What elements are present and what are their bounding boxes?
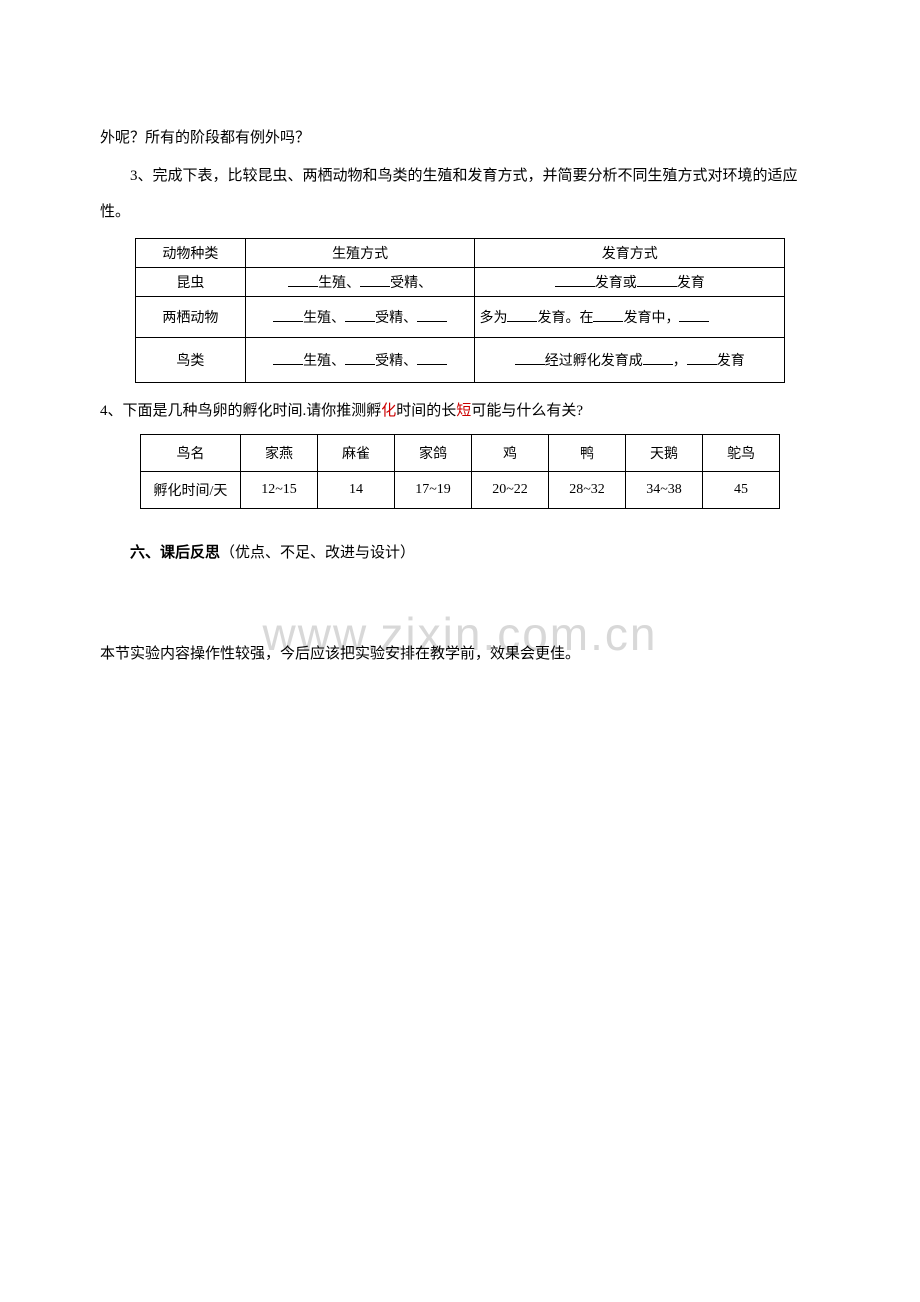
cell-text: 受精、 [375, 311, 417, 326]
blank-fill [593, 308, 623, 322]
table-header-cell: 天鹅 [626, 435, 703, 472]
section-normal: （优点、不足、改进与设计） [220, 545, 415, 561]
table-header-cell: 家燕 [241, 435, 318, 472]
blank-fill [273, 351, 303, 365]
blank-fill [687, 351, 717, 365]
table-header-cell: 鸟名 [141, 435, 241, 472]
red-marked-char: 化 [381, 403, 396, 419]
blank-fill [515, 351, 545, 365]
table-cell: 鸟类 [136, 338, 246, 383]
blank-fill [345, 351, 375, 365]
table-cell: 昆虫 [136, 268, 246, 297]
table-cell: 经过孵化发育成 ， 发育 [475, 338, 785, 383]
table-cell: 发育或 发育 [475, 268, 785, 297]
table-cell: 17~19 [395, 472, 472, 509]
paragraph-1: 外呢？所有的阶段都有例外吗？ [100, 120, 820, 156]
table-cell: 20~22 [472, 472, 549, 509]
table-header-cell: 动物种类 [136, 239, 246, 268]
blank-fill [288, 273, 318, 287]
cell-text: 发育 [717, 354, 745, 369]
blank-fill [555, 273, 595, 287]
section-bold: 六、课后反思 [130, 545, 220, 561]
table-cell: 34~38 [626, 472, 703, 509]
table-header-cell: 家鸽 [395, 435, 472, 472]
table-cell: 12~15 [241, 472, 318, 509]
cell-text: 受精、 [390, 276, 432, 291]
table-header-cell: 鸵鸟 [703, 435, 780, 472]
table-cell: 生殖、 受精、 [245, 268, 475, 297]
document-content: 外呢？所有的阶段都有例外吗？ 3、完成下表，比较昆虫、两栖动物和鸟类的生殖和发育… [100, 120, 820, 671]
table-header-cell: 鸭 [549, 435, 626, 472]
blank-fill [643, 351, 673, 365]
table-cell: 两栖动物 [136, 297, 246, 338]
red-marked-char: 短 [456, 403, 471, 419]
table-header-cell: 发育方式 [475, 239, 785, 268]
cell-text: 多为 [479, 311, 507, 326]
blank-fill [273, 308, 303, 322]
table-header-cell: 生殖方式 [245, 239, 475, 268]
q4-text-part: 可能与什么有关? [471, 403, 583, 419]
table-cell: 28~32 [549, 472, 626, 509]
cell-text: 生殖、 [303, 354, 345, 369]
blank-fill [417, 351, 447, 365]
table-cell: 生殖、 受精、 [245, 297, 475, 338]
cell-text: 发育 [677, 276, 705, 291]
incubation-table: 鸟名 家燕 麻雀 家鸽 鸡 鸭 天鹅 鸵鸟 孵化时间/天 12~15 14 17… [140, 434, 780, 509]
cell-text: ， [673, 354, 687, 369]
question-4: 4、下面是几种鸟卵的孵化时间.请你推测孵化时间的长短可能与什么有关? [100, 395, 820, 428]
table-row: 孵化时间/天 12~15 14 17~19 20~22 28~32 34~38 … [141, 472, 780, 509]
section-6-title: 六、课后反思（优点、不足、改进与设计） [100, 537, 820, 570]
table-row: 动物种类 生殖方式 发育方式 [136, 239, 785, 268]
blank-fill [679, 308, 709, 322]
table-cell: 45 [703, 472, 780, 509]
cell-text: 发育或 [595, 276, 637, 291]
table-cell: 14 [318, 472, 395, 509]
table-header-cell: 鸡 [472, 435, 549, 472]
q4-text-part: 时间的长 [396, 403, 456, 419]
table-row: 昆虫 生殖、 受精、 发育或 发育 [136, 268, 785, 297]
cell-text: 经过孵化发育成 [545, 354, 643, 369]
table-row: 鸟类 生殖、 受精、 经过孵化发育成 ， 发育 [136, 338, 785, 383]
comparison-table: 动物种类 生殖方式 发育方式 昆虫 生殖、受精、 发育或发育 两栖动物 生殖、受… [135, 238, 785, 383]
final-paragraph: 本节实验内容操作性较强，今后应该把实验安排在教学前，效果会更佳。 [100, 638, 820, 671]
table-cell: 生殖、 受精、 [245, 338, 475, 383]
blank-fill [345, 308, 375, 322]
table-cell: 孵化时间/天 [141, 472, 241, 509]
cell-text: 发育。在 [537, 311, 593, 326]
table-row: 两栖动物 生殖、 受精、 多为 发育。在 发育中， [136, 297, 785, 338]
cell-text: 生殖、 [303, 311, 345, 326]
blank-fill [360, 273, 390, 287]
table-row: 鸟名 家燕 麻雀 家鸽 鸡 鸭 天鹅 鸵鸟 [141, 435, 780, 472]
blank-fill [507, 308, 537, 322]
table-cell: 多为 发育。在 发育中， [475, 297, 785, 338]
blank-fill [637, 273, 677, 287]
cell-text: 发育中， [623, 311, 679, 326]
cell-text: 生殖、 [318, 276, 360, 291]
paragraph-2: 3、完成下表，比较昆虫、两栖动物和鸟类的生殖和发育方式，并简要分析不同生殖方式对… [100, 158, 820, 230]
table-header-cell: 麻雀 [318, 435, 395, 472]
cell-text: 受精、 [375, 354, 417, 369]
q4-text-part: 4、下面是几种鸟卵的孵化时间.请你推测孵 [100, 403, 381, 419]
blank-fill [417, 308, 447, 322]
